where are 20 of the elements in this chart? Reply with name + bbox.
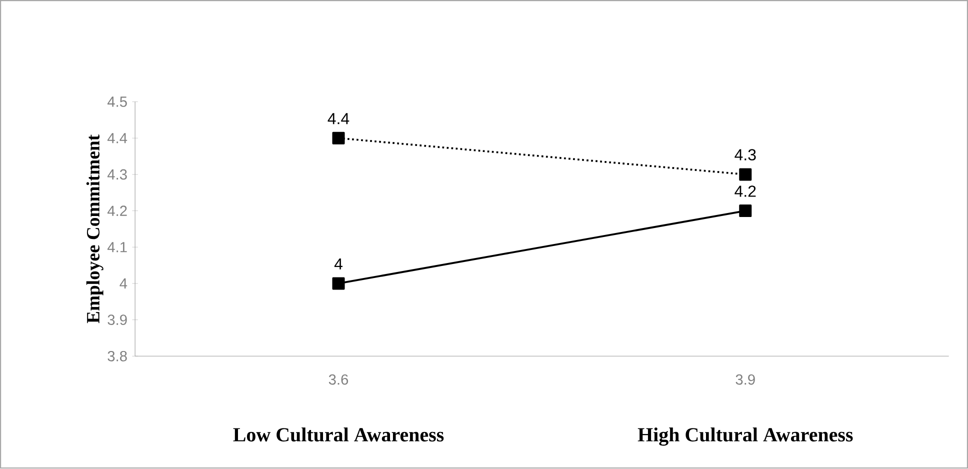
point [739,204,752,218]
y-tick-label: 4.2 [107,206,127,216]
y-tick-label: 4.3 [107,169,127,180]
y-tick-label: 4 [120,278,128,289]
data-label: 4.3 [734,149,756,161]
x-tick-label: 3.6 [328,374,348,385]
data-label: 4.4 [328,113,350,124]
y-tick-label: 4.5 [107,96,127,108]
y-axis-title: Employee Commitment [86,134,104,324]
point [739,168,752,181]
y-tick-label: 4.1 [107,242,127,252]
text: Low Cultural Awareness [233,428,444,442]
text: High Cultural Awareness [638,428,853,446]
data-label: 4 [334,258,342,270]
y-tick-label: 3.8 [108,351,127,362]
point [332,132,345,145]
y-tick-label: 3.9 [108,314,127,326]
y-tick-label: 4.4 [107,133,128,144]
data-label: 4.2 [734,186,756,197]
point [332,277,345,290]
